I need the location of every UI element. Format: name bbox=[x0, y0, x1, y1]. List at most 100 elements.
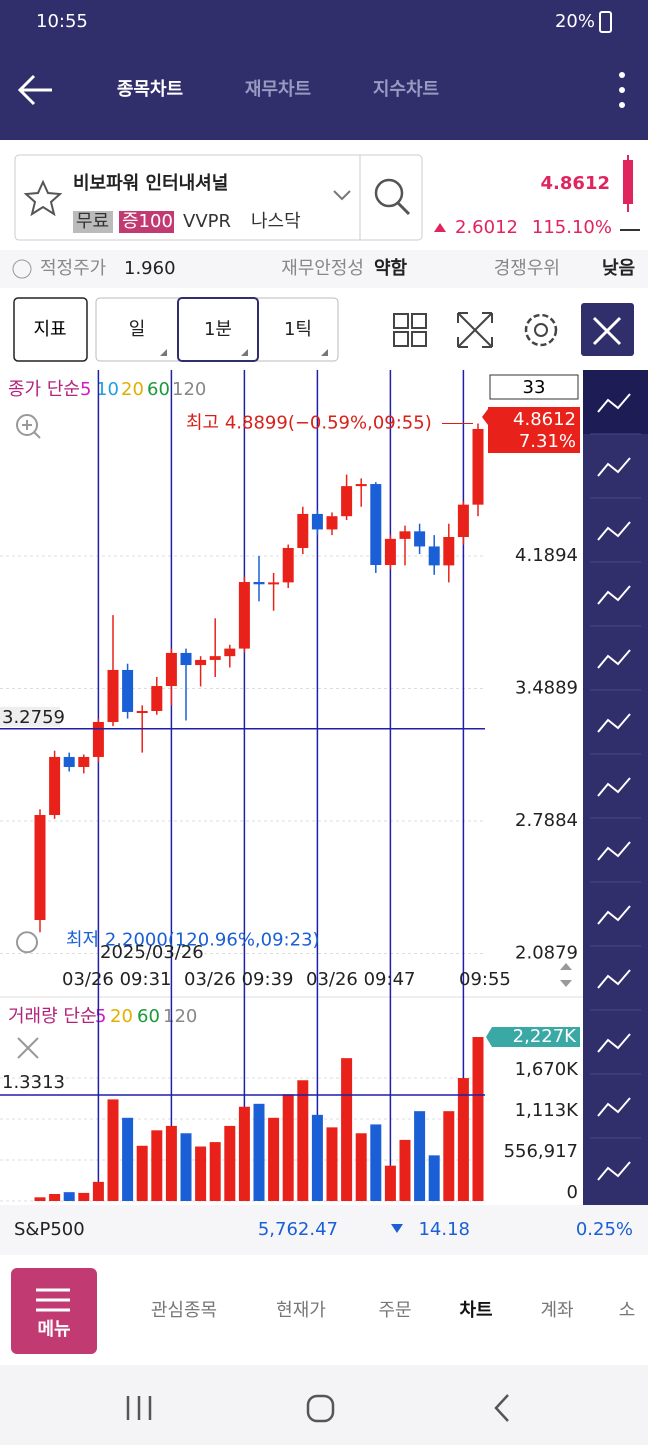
battery-icon bbox=[599, 11, 612, 33]
settings-icon[interactable] bbox=[524, 313, 558, 347]
volume-bar bbox=[268, 1117, 280, 1201]
volume-bar bbox=[136, 1145, 148, 1201]
legend-item: 60 bbox=[147, 379, 170, 400]
index-value: 5,762.47 bbox=[258, 1219, 338, 1240]
tab[interactable]: 종목차트 bbox=[117, 79, 183, 100]
stock-name: 비보파워 인터내셔널 bbox=[73, 172, 228, 194]
period[interactable]: 1틱 bbox=[284, 319, 312, 340]
menu-label: 메뉴 bbox=[37, 1319, 70, 1340]
info-row-bg bbox=[0, 250, 648, 288]
candle-body bbox=[414, 531, 426, 547]
volume-bar bbox=[122, 1117, 134, 1201]
tools-icon bbox=[592, 316, 622, 346]
price-change: 2.6012 bbox=[455, 217, 518, 238]
volume-bar bbox=[195, 1146, 207, 1201]
candle-body bbox=[136, 710, 148, 713]
index-name: S&P500 bbox=[14, 1219, 85, 1240]
tag: 무료 bbox=[76, 211, 109, 232]
nav-item[interactable]: 차트 bbox=[459, 1300, 492, 1321]
help-icon[interactable] bbox=[12, 259, 32, 279]
sidebar-tool[interactable] bbox=[597, 969, 631, 989]
info-value: 낮음 bbox=[602, 258, 635, 279]
up-arrow bbox=[434, 223, 446, 232]
nav-item[interactable]: 소 bbox=[619, 1300, 636, 1321]
current-volume-label: 2,227K bbox=[513, 1026, 578, 1047]
indicator-button[interactable] bbox=[13, 297, 88, 362]
fullscreen-icon[interactable] bbox=[457, 312, 493, 348]
current-price-label: 4.8612 bbox=[513, 409, 576, 430]
nav-item[interactable]: 현재가 bbox=[276, 1300, 326, 1321]
candle-body bbox=[428, 546, 440, 566]
nav-item[interactable]: 주문 bbox=[378, 1300, 411, 1321]
candle-body bbox=[253, 582, 265, 585]
tag: 나스닥 bbox=[251, 211, 301, 232]
period-corner bbox=[321, 349, 328, 356]
candle-body bbox=[78, 756, 90, 767]
nav-item[interactable]: 관심종목 bbox=[151, 1300, 217, 1321]
candle-body bbox=[151, 686, 163, 711]
sidebar-tool[interactable] bbox=[597, 457, 631, 477]
period-corner bbox=[160, 349, 167, 356]
sidebar-tool[interactable] bbox=[597, 585, 631, 605]
layout-icon[interactable] bbox=[393, 313, 427, 347]
candle-body bbox=[268, 582, 280, 585]
tag-bg bbox=[73, 211, 113, 233]
crosshair-label: 3.2759 bbox=[2, 707, 65, 728]
stock-box[interactable] bbox=[14, 154, 423, 241]
period[interactable]: 1분 bbox=[204, 319, 232, 340]
candle-body bbox=[49, 756, 61, 816]
crosshair-label: 1.3313 bbox=[2, 1072, 65, 1093]
sidebar-tool[interactable] bbox=[597, 1033, 631, 1053]
sidebar-tool[interactable] bbox=[597, 393, 631, 413]
tab[interactable]: 지수차트 bbox=[373, 79, 439, 100]
zoom-icon bbox=[22, 420, 41, 439]
candle-body bbox=[180, 652, 192, 666]
sidebar-save[interactable] bbox=[583, 370, 648, 434]
volume-bar bbox=[370, 1124, 382, 1201]
back-button[interactable] bbox=[17, 74, 52, 106]
candle-body bbox=[443, 537, 455, 566]
sidebar-tool[interactable] bbox=[597, 521, 631, 541]
sidebar-tool[interactable] bbox=[597, 649, 631, 669]
close-volume[interactable] bbox=[17, 1037, 39, 1059]
sidebar-tool[interactable] bbox=[597, 1161, 631, 1181]
legend-item: 20 bbox=[121, 379, 144, 400]
info-value: 약함 bbox=[374, 257, 408, 279]
tag-bg bbox=[119, 211, 174, 233]
dropdown-arrow[interactable] bbox=[333, 190, 351, 201]
home-button[interactable] bbox=[306, 1394, 335, 1423]
volume-bar bbox=[428, 1155, 440, 1201]
back-nav-button[interactable] bbox=[494, 1394, 509, 1422]
recents-button[interactable] bbox=[126, 1396, 152, 1420]
tab[interactable]: 재무차트 bbox=[245, 79, 311, 100]
candle-body bbox=[472, 428, 484, 505]
y-tick-label: 2.0879 bbox=[515, 942, 578, 963]
candle-body bbox=[384, 538, 396, 565]
zoom-icon[interactable] bbox=[16, 414, 38, 436]
favorite-star[interactable] bbox=[23, 179, 63, 217]
candle-body bbox=[195, 659, 207, 666]
sidebar-tool[interactable] bbox=[597, 1097, 631, 1117]
tag: 증100 bbox=[122, 211, 173, 232]
candle-body bbox=[282, 547, 294, 583]
date-label: 2025/03/26 bbox=[100, 942, 204, 963]
sidebar-tool[interactable] bbox=[597, 841, 631, 861]
menu-icon bbox=[36, 1288, 70, 1312]
volume-bar bbox=[49, 1194, 61, 1201]
period[interactable]: 일 bbox=[129, 319, 146, 340]
index-bar-bg bbox=[0, 1205, 648, 1255]
system-nav bbox=[0, 1365, 648, 1445]
info-label: 재무안정성 bbox=[281, 258, 364, 279]
sidebar-tool[interactable] bbox=[597, 777, 631, 797]
legend-item: 20 bbox=[110, 1006, 133, 1027]
current-pct-label: 7.31% bbox=[519, 431, 576, 452]
scroll-arrows[interactable] bbox=[560, 963, 572, 987]
sidebar-tool[interactable] bbox=[597, 713, 631, 733]
nav-item[interactable]: 계좌 bbox=[540, 1300, 573, 1321]
legend-item: 5 bbox=[95, 1006, 106, 1027]
more-menu[interactable] bbox=[619, 72, 625, 108]
sidebar-tool[interactable] bbox=[597, 905, 631, 925]
settings-icon bbox=[534, 323, 548, 337]
legend-item: 120 bbox=[172, 379, 206, 400]
search-icon[interactable] bbox=[374, 178, 404, 208]
